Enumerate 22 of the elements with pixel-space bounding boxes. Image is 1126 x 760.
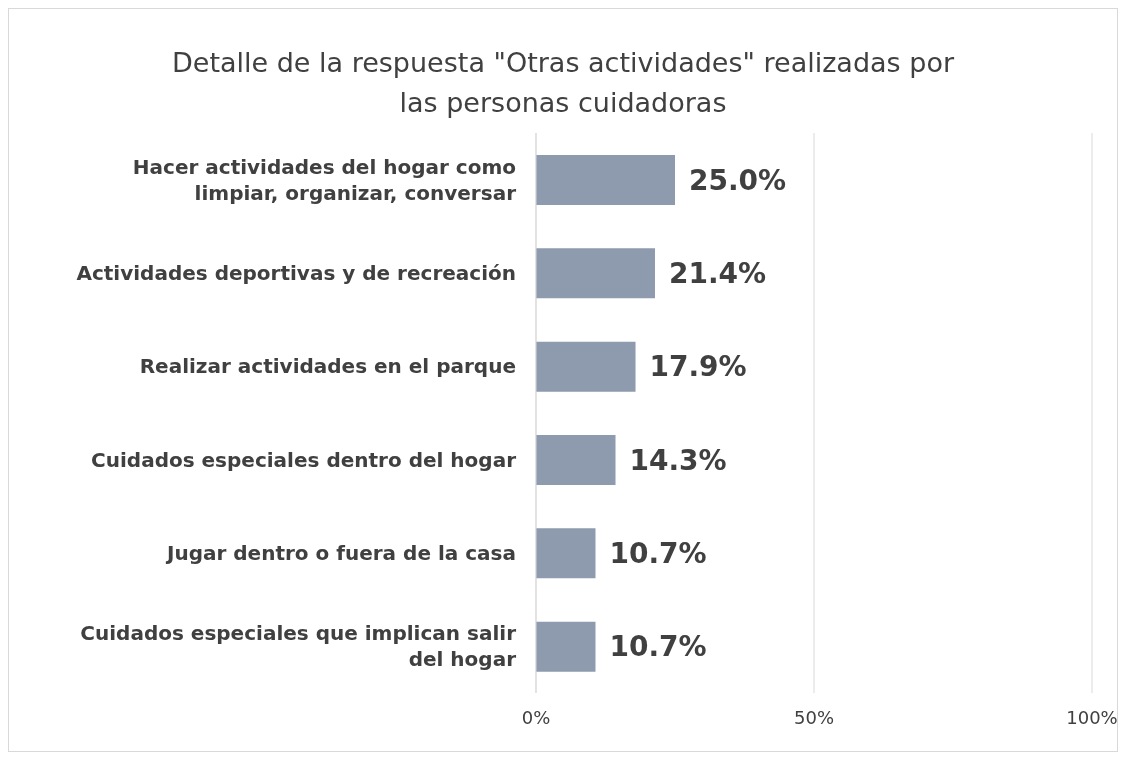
bar: [536, 528, 596, 579]
data-label: 10.7%: [609, 630, 707, 664]
x-tick-label: 50%: [793, 706, 835, 728]
bar: [536, 341, 636, 392]
data-label: 21.4%: [668, 256, 767, 290]
data-label: 14.3%: [629, 443, 727, 477]
y-tick-label: Jugar dentro o fuera de la casa: [164, 541, 516, 565]
y-tick-label: Realizar actividades en el parque: [139, 354, 516, 379]
y-tick-label: Hacer actividades del hogar como limpiar, organizar, conversar: [132, 154, 517, 205]
data-label: 17.9%: [649, 350, 747, 384]
bar: [536, 435, 616, 485]
y-tick-label: Cuidados especiales dentro del hogar: [91, 447, 517, 472]
data-label: 10.7%: [609, 536, 707, 570]
bar: [536, 248, 655, 299]
chart-title: Detalle de la respuesta "Otras actividades" realizadas por las personas cuidadoras: [171, 46, 955, 120]
bar: [536, 155, 675, 205]
data-label: 25.0%: [689, 163, 787, 197]
y-tick-label: Cuidados especiales que implican salir del hogar: [80, 621, 517, 672]
bar: [536, 621, 596, 672]
x-tick-label: 0%: [521, 706, 551, 728]
x-tick-label: 100%: [1066, 706, 1118, 728]
y-tick-label: Actividades deportivas y de recreación: [76, 261, 516, 285]
